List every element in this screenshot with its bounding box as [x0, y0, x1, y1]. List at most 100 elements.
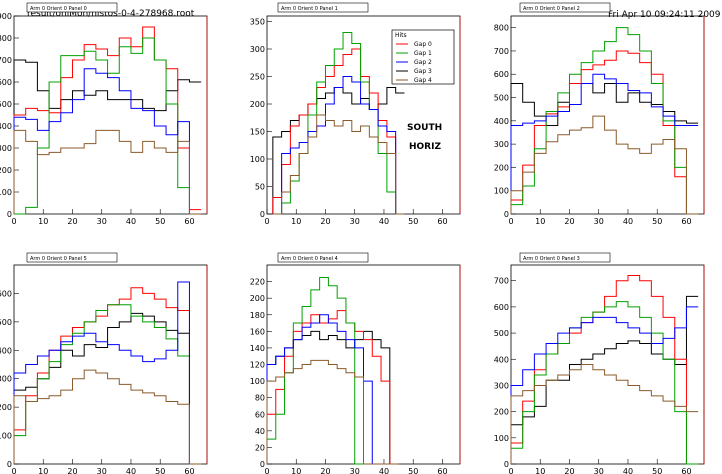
y-tick-label: 350: [250, 18, 265, 27]
chart-title-box: [519, 2, 611, 13]
series-line: [272, 87, 405, 214]
y-tick-label: 500: [494, 329, 509, 338]
x-tick-label: 0: [11, 217, 16, 226]
side-label-south: SOUTH: [407, 123, 443, 133]
y-tick-label: 600: [494, 303, 509, 312]
legend-title: Hits: [395, 32, 407, 39]
x-tick-label: 40: [623, 217, 633, 226]
series-line: [510, 301, 699, 465]
x-tick-label: 50: [652, 217, 662, 226]
series-line: [272, 32, 405, 215]
y-tick-label: 400: [494, 117, 509, 126]
y-tick-label: 900: [0, 12, 12, 21]
y-tick-label: 600: [0, 78, 12, 87]
y-tick-label: 20: [255, 443, 265, 452]
series-line: [14, 37, 202, 215]
legend-entry: Gap 4: [414, 77, 432, 84]
y-tick-label: 100: [494, 187, 509, 196]
y-tick-label: 600: [0, 289, 12, 298]
x-tick-label: 50: [652, 467, 662, 474]
series-line: [13, 281, 202, 465]
series-line: [13, 287, 202, 465]
y-tick-label: 500: [0, 318, 12, 327]
x-tick-label: 10: [535, 217, 545, 226]
x-tick-label: 40: [379, 467, 389, 474]
y-tick-label: 300: [494, 381, 509, 390]
x-tick-label: 40: [379, 217, 389, 226]
x-tick-label: 30: [594, 467, 604, 474]
y-tick-label: 0: [504, 460, 509, 469]
x-tick-label: 60: [437, 467, 447, 474]
y-tick-label: 180: [250, 311, 265, 320]
y-tick-label: 120: [250, 361, 265, 370]
y-tick-label: 100: [0, 432, 12, 441]
x-tick-label: 60: [184, 467, 194, 474]
x-tick-label: 30: [594, 217, 604, 226]
x-tick-label: 40: [126, 467, 136, 474]
series-line: [272, 76, 405, 215]
y-tick-label: 700: [0, 56, 12, 65]
x-tick-label: 20: [320, 467, 330, 474]
chart-title-box: [277, 252, 369, 263]
x-tick-label: 50: [408, 467, 418, 474]
series-line: [510, 364, 699, 464]
y-tick-label: 300: [494, 140, 509, 149]
y-tick-label: 0: [260, 460, 265, 469]
file-path-label: result/onlMon/histos-0-4-278968.root: [27, 9, 195, 19]
x-tick-label: 10: [291, 217, 301, 226]
y-tick-label: 200: [250, 294, 265, 303]
legend-entry: Gap 0: [414, 41, 432, 48]
series-line: [510, 295, 699, 464]
series-line: [272, 114, 405, 215]
y-tick-label: 80: [255, 394, 265, 403]
y-tick-label: 800: [494, 24, 509, 33]
series-line: [13, 26, 202, 214]
y-tick-label: 700: [494, 47, 509, 56]
y-tick-label: 220: [250, 278, 265, 287]
legend-box: [391, 29, 455, 85]
y-tick-label: 0: [504, 210, 509, 219]
series-line: [266, 359, 399, 465]
chart-title: Arm 0 Orient 0 Panel 1: [281, 6, 338, 12]
series-line: [510, 73, 699, 214]
y-tick-label: 60: [255, 410, 265, 419]
series-line: [13, 68, 202, 215]
y-tick-label: 100: [0, 188, 12, 197]
series-line: [266, 276, 399, 465]
x-tick-label: 30: [350, 467, 360, 474]
side-label-horiz: HORIZ: [409, 142, 441, 152]
x-tick-label: 50: [155, 467, 165, 474]
x-tick-label: 20: [564, 217, 574, 226]
chart-title: Arm 0 Orient 0 Panel 5: [30, 256, 87, 262]
y-tick-label: 0: [7, 460, 12, 469]
y-tick-label: 40: [255, 427, 265, 436]
x-tick-label: 20: [564, 467, 574, 474]
y-tick-label: 160: [250, 327, 265, 336]
y-tick-label: 300: [250, 45, 265, 54]
series-line: [510, 115, 699, 215]
y-tick-label: 800: [0, 34, 12, 43]
x-tick-label: 20: [320, 217, 330, 226]
chart-title-box: [26, 2, 118, 13]
y-tick-label: 200: [494, 408, 509, 417]
y-tick-label: 50: [255, 183, 265, 192]
y-tick-label: 700: [494, 277, 509, 286]
y-tick-label: 0: [7, 210, 12, 219]
y-tick-label: 400: [0, 346, 12, 355]
series-line: [266, 314, 399, 465]
x-tick-label: 0: [264, 217, 269, 226]
series-line: [266, 310, 399, 465]
x-tick-label: 60: [681, 467, 691, 474]
chart-title: Arm 0 Orient 0 Panel 0: [30, 6, 87, 12]
y-tick-label: 0: [260, 210, 265, 219]
x-tick-label: 50: [408, 217, 418, 226]
y-tick-label: 140: [250, 344, 265, 353]
y-tick-label: 300: [0, 375, 12, 384]
x-tick-label: 30: [97, 467, 107, 474]
x-tick-label: 0: [264, 467, 269, 474]
chart-title: Arm 0 Orient 0 Panel 2: [523, 6, 580, 12]
series-line: [13, 312, 202, 465]
series-line: [272, 48, 405, 215]
x-tick-label: 10: [38, 217, 48, 226]
